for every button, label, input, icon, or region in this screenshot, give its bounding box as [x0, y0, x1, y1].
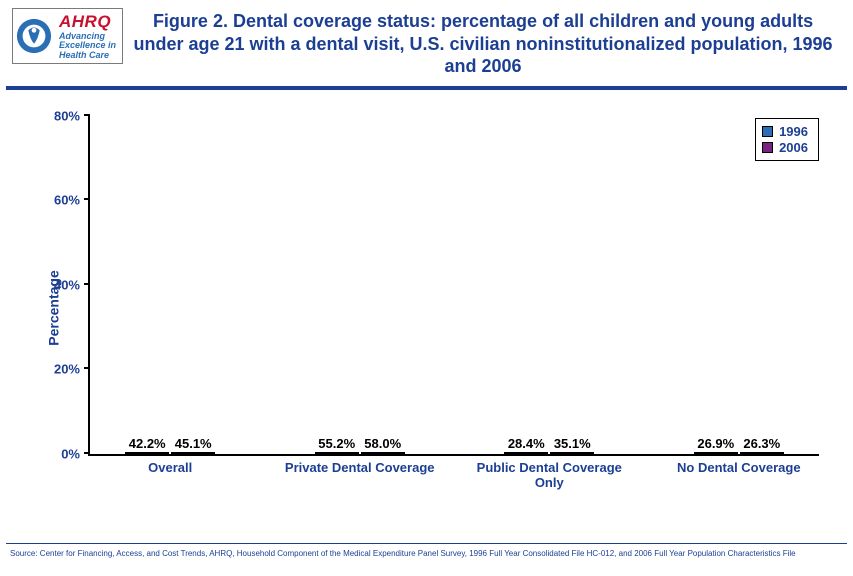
legend: 1996 2006: [755, 118, 819, 161]
y-tick: [84, 198, 90, 200]
bar-value-label: 35.1%: [554, 436, 591, 451]
y-tick-label: 80%: [54, 108, 80, 123]
hhs-seal-icon: [15, 17, 53, 55]
figure-title: Figure 2. Dental coverage status: percen…: [133, 8, 833, 78]
category-label: No Dental Coverage: [659, 460, 819, 476]
header-divider: [6, 86, 847, 90]
logo-block: AHRQ Advancing Excellence in Health Care: [12, 8, 123, 64]
legend-item-1996: 1996: [762, 124, 808, 139]
bar: 42.2%: [125, 452, 169, 454]
y-tick-label: 20%: [54, 362, 80, 377]
bar: 45.1%: [171, 452, 215, 454]
bar-value-label: 45.1%: [175, 436, 212, 451]
bar-value-label: 42.2%: [129, 436, 166, 451]
bar: 26.9%: [694, 452, 738, 454]
bar-value-label: 55.2%: [318, 436, 355, 451]
legend-item-2006: 2006: [762, 140, 808, 155]
ahrq-name: AHRQ: [59, 12, 116, 32]
chart-area: Percentage 1996 2006 0%20%40%60%80%42.2%…: [24, 108, 829, 508]
legend-swatch-2006: [762, 142, 773, 153]
category-label: Public Dental Coverage Only: [469, 460, 629, 491]
plot-region: 1996 2006 0%20%40%60%80%42.2%45.1%Overal…: [88, 116, 819, 456]
category-label: Overall: [90, 460, 250, 476]
bar-group: 42.2%45.1%Overall: [125, 452, 215, 454]
bar-value-label: 58.0%: [364, 436, 401, 451]
legend-label-1996: 1996: [779, 124, 808, 139]
y-tick-label: 60%: [54, 193, 80, 208]
legend-label-2006: 2006: [779, 140, 808, 155]
y-tick: [84, 367, 90, 369]
bar: 55.2%: [315, 452, 359, 454]
legend-swatch-1996: [762, 126, 773, 137]
y-tick-label: 40%: [54, 277, 80, 292]
bar: 26.3%: [740, 452, 784, 454]
ahrq-tag-3: Health Care: [59, 51, 116, 60]
header: AHRQ Advancing Excellence in Health Care…: [0, 0, 853, 82]
footer-divider: [6, 543, 847, 544]
bar: 35.1%: [550, 452, 594, 454]
bar: 58.0%: [361, 452, 405, 454]
ahrq-text: AHRQ Advancing Excellence in Health Care: [55, 11, 120, 61]
bar-group: 28.4%35.1%Public Dental Coverage Only: [504, 452, 594, 454]
bar-group: 26.9%26.3%No Dental Coverage: [694, 452, 784, 454]
category-label: Private Dental Coverage: [280, 460, 440, 476]
bar-value-label: 26.9%: [697, 436, 734, 451]
source-citation: Source: Center for Financing, Access, an…: [10, 549, 843, 558]
y-tick-label: 0%: [61, 446, 80, 461]
bar: 28.4%: [504, 452, 548, 454]
y-tick: [84, 114, 90, 116]
bar-value-label: 26.3%: [743, 436, 780, 451]
y-tick: [84, 283, 90, 285]
y-tick: [84, 452, 90, 454]
bar-value-label: 28.4%: [508, 436, 545, 451]
bar-group: 55.2%58.0%Private Dental Coverage: [315, 452, 405, 454]
